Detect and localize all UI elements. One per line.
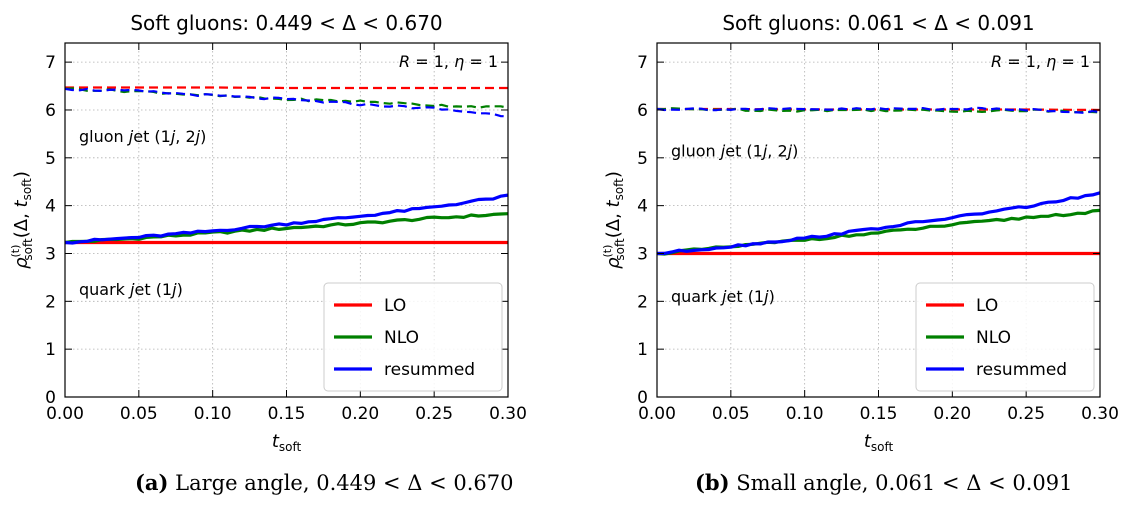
y-tick-label: 3 [637, 244, 648, 264]
x-tick-label: 0.00 [46, 404, 84, 424]
x-tick-label: 0.20 [341, 404, 379, 424]
x-tick-label: 0.05 [120, 404, 158, 424]
y-tick-label: 0 [637, 388, 648, 408]
caption-a: (a) Large angle, 0.449 < Δ < 0.670 [135, 470, 514, 495]
x-tick-label: 0.25 [415, 404, 453, 424]
params-label: R = 1, η = 1 [991, 52, 1090, 71]
gluon-jet-annotation: gluon jet (1j, 2j) [671, 141, 798, 160]
legend-box [915, 282, 1095, 392]
gluon-jet-annotation: gluon jet (1j, 2j) [79, 127, 206, 146]
series-line-quark-jet-nlo [65, 212, 508, 245]
y-axis-label: ρ(t)soft(Δ, tsoft) [601, 171, 627, 269]
y-tick-label: 2 [637, 292, 648, 312]
chart-title: Soft gluons: 0.061 < Δ < 0.091 [722, 11, 1034, 35]
legend-label-resummed: resummed [384, 360, 475, 380]
series-line-quark-jet-resummed [657, 191, 1100, 256]
legend-label-resummed: resummed [976, 360, 1067, 380]
x-tick-label: 0.25 [1007, 404, 1045, 424]
caption-b-text: Small angle, 0.061 < Δ < 0.091 [736, 471, 1073, 495]
y-tick-label: 1 [45, 340, 56, 360]
legend-label-lo: LO [976, 296, 998, 316]
y-tick-label: 4 [637, 197, 648, 217]
legend-label-nlo: NLO [976, 328, 1011, 348]
quark-jet-annotation: quark jet (1j) [79, 280, 183, 299]
x-axis-label: tsoft [272, 431, 302, 454]
series-line-gluon-jet-resummed [65, 87, 508, 118]
series-group [657, 106, 1100, 256]
x-axis-label: tsoft [864, 431, 894, 454]
y-tick-label: 2 [45, 292, 56, 312]
caption-b-label: (b) [695, 470, 730, 495]
y-tick-label: 1 [637, 340, 648, 360]
x-tick-label: 0.15 [268, 404, 306, 424]
series-group [65, 86, 508, 245]
caption-a-label: (a) [135, 470, 169, 495]
caption-b: (b) Small angle, 0.061 < Δ < 0.091 [695, 470, 1072, 495]
y-tick-label: 3 [45, 244, 56, 264]
x-tick-label: 0.05 [712, 404, 750, 424]
y-tick-label: 6 [637, 101, 648, 121]
y-tick-label: 7 [45, 53, 56, 73]
x-tick-label: 0.15 [860, 404, 898, 424]
series-line-quark-jet-resummed [65, 193, 508, 245]
series-line-gluon-jet-lo [65, 86, 508, 90]
legend-label-lo: LO [384, 296, 406, 316]
chart-title: Soft gluons: 0.449 < Δ < 0.670 [130, 11, 442, 35]
y-tick-label: 0 [45, 388, 56, 408]
x-tick-label: 0.30 [489, 404, 527, 424]
x-tick-label: 0.20 [933, 404, 971, 424]
quark-jet-annotation: quark jet (1j) [671, 287, 775, 306]
legend-label-nlo: NLO [384, 328, 419, 348]
legend-box [323, 282, 503, 392]
x-tick-label: 0.30 [1081, 404, 1119, 424]
caption-a-text: Large angle, 0.449 < Δ < 0.670 [175, 471, 514, 495]
params-label: R = 1, η = 1 [399, 52, 498, 71]
x-tick-label: 0.10 [786, 404, 824, 424]
y-axis-label: ρ(t)soft(Δ, tsoft) [9, 171, 35, 269]
chart-panel-b: 0.00 0.05 0.10 0.15 0.20 0.25 0.30 0 1 2 3 4 5 6 7 Soft… [601, 11, 1119, 454]
y-tick-label: 5 [45, 149, 56, 169]
chart-panel-a: 0.00 0.05 0.10 0.15 0.20 0.25 0.30 0 1 2 3 4 5 6 7 Soft… [9, 11, 527, 454]
x-tick-label: 0.00 [638, 404, 676, 424]
y-tick-label: 7 [637, 53, 648, 73]
y-tick-label: 5 [637, 149, 648, 169]
x-tick-label: 0.10 [194, 404, 232, 424]
y-tick-label: 6 [45, 101, 56, 121]
y-tick-label: 4 [45, 197, 56, 217]
series-line-gluon-jet-resummed [657, 106, 1100, 115]
